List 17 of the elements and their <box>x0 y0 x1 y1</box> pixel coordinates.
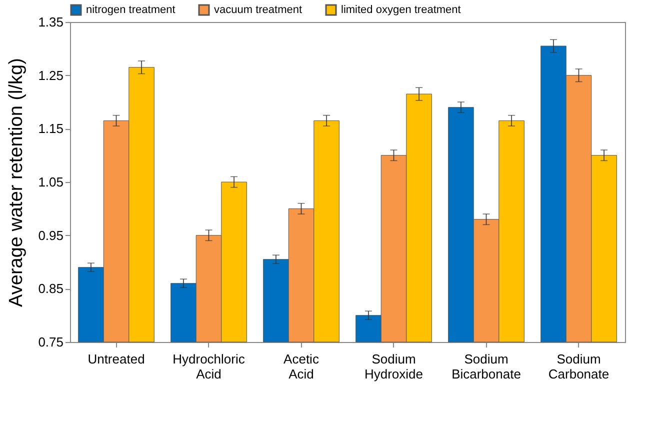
y-tick-label: 0.75 <box>38 334 64 350</box>
x-tick-label: Sodium Bicarbonate <box>452 352 521 382</box>
x-tick-label: Acetic Acid <box>284 352 320 382</box>
y-tick-label: 1.15 <box>38 121 64 136</box>
legend-label: nitrogen treatment <box>86 4 176 16</box>
x-tick-label: Hydrochloric Acid <box>172 352 246 382</box>
y-tick-label: 0.85 <box>38 281 64 296</box>
x-tick-label: Untreated <box>88 352 145 366</box>
x-tick-label: Sodium Carbonate <box>548 352 610 382</box>
legend-label: limited oxygen treatment <box>341 4 461 16</box>
legend-label: vacuum treatment <box>214 4 302 16</box>
x-tick-label: Sodium Hydroxide <box>364 352 424 382</box>
y-axis-title: Average water retention (l/kg) <box>6 58 28 307</box>
y-tick-label: 1.25 <box>38 68 64 83</box>
y-tick-label: 0.95 <box>38 228 64 243</box>
y-tick-label: 1.05 <box>38 174 64 190</box>
y-tick-label: 1.35 <box>38 14 64 30</box>
